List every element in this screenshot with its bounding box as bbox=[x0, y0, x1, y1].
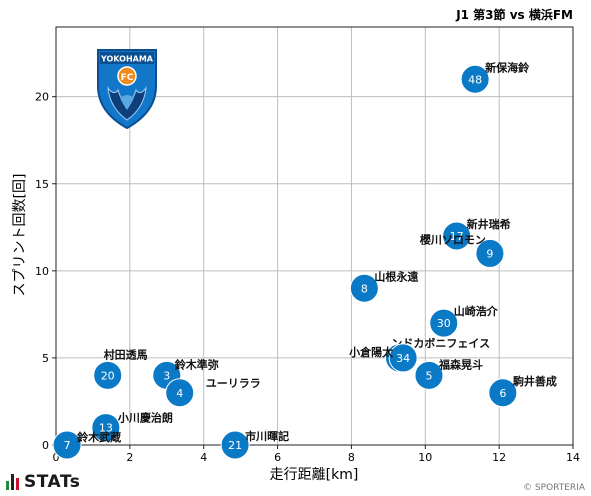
y-axis-label: スプリント回数[回] bbox=[12, 174, 28, 297]
point-number-label: 3 bbox=[163, 369, 170, 382]
data-point: 13 小川慶治朗 bbox=[91, 411, 173, 443]
emblem-badge: FC bbox=[121, 73, 134, 83]
fc-yokohama-crest-icon: YOKOHAMA FC bbox=[97, 49, 157, 130]
x-tick-label: 14 bbox=[566, 451, 580, 464]
y-tick-label: 20 bbox=[35, 91, 49, 104]
point-name-label: 市川暉記 bbox=[245, 429, 289, 443]
stats-bars-icon bbox=[6, 474, 19, 490]
point-marker bbox=[388, 343, 418, 373]
point-name-label: 小川慶治朗 bbox=[117, 411, 173, 425]
point-number-label: 30 bbox=[437, 317, 451, 330]
point-number-label: 6 bbox=[499, 387, 506, 400]
data-point: 5 福森晃斗 bbox=[414, 357, 483, 390]
point-number-label: 7 bbox=[64, 439, 71, 452]
point-number-label: 5 bbox=[425, 369, 432, 382]
data-point: 20 村田透馬 bbox=[93, 347, 148, 390]
point-marker bbox=[220, 430, 250, 460]
point-number-label: 17 bbox=[450, 230, 464, 243]
point-name-label: 櫻川ソロモン bbox=[419, 232, 486, 246]
team-emblem: YOKOHAMA FC bbox=[94, 46, 160, 134]
point-marker bbox=[442, 221, 472, 251]
data-points: 48新保海鈴17新井瑞希9櫻川ソロモン8山根永遠30山崎浩介3ンドカボニフェイス… bbox=[52, 60, 557, 460]
x-tick-label: 8 bbox=[348, 451, 355, 464]
point-name-label: 鈴木武蔵 bbox=[77, 430, 121, 444]
point-marker bbox=[165, 378, 195, 408]
axes: 0 2 4 6 8 10 12 14 0 5 10 15 20 bbox=[35, 26, 580, 464]
data-point: 4 ユーリララ bbox=[165, 377, 261, 408]
point-number-label: 13 bbox=[99, 422, 113, 435]
data-point: 7 鈴木武蔵 bbox=[52, 430, 121, 460]
point-number-label: 21 bbox=[228, 439, 242, 452]
grid-lines bbox=[56, 27, 573, 445]
point-name-label: 山根永遠 bbox=[374, 269, 418, 283]
x-tick-label: 10 bbox=[418, 451, 432, 464]
point-name-label: 山崎浩介 bbox=[454, 304, 499, 318]
point-name-label: 新保海鈴 bbox=[485, 60, 530, 74]
point-marker bbox=[349, 273, 379, 303]
point-name-label: ンドカボニフェイス bbox=[391, 336, 490, 350]
point-name-label: 鈴木準弥 bbox=[175, 357, 219, 371]
point-marker bbox=[475, 238, 505, 268]
chart-title: J1 第3節 vs 横浜FM bbox=[455, 7, 573, 22]
stats-logo: STATs bbox=[6, 471, 80, 493]
point-marker bbox=[93, 360, 123, 390]
data-point: 8 山根永遠 bbox=[349, 269, 418, 303]
emblem-text: YOKOHAMA bbox=[100, 55, 154, 64]
y-tick-label: 10 bbox=[35, 265, 49, 278]
point-name-label: 小倉陽太 bbox=[348, 345, 394, 359]
y-tick-label: 0 bbox=[42, 439, 49, 452]
x-tick-label: 6 bbox=[274, 451, 281, 464]
plot-frame bbox=[55, 26, 574, 446]
point-name-label: 駒井善成 bbox=[513, 374, 557, 388]
point-name-label: ユーリララ bbox=[206, 377, 261, 390]
point-name-label: 村田透馬 bbox=[104, 347, 148, 361]
y-tick-label: 5 bbox=[42, 352, 49, 365]
x-tick-label: 12 bbox=[492, 451, 506, 464]
data-point: 6 駒井善成 bbox=[488, 374, 557, 408]
copyright: © SPORTERIA bbox=[523, 483, 585, 493]
y-tick-label: 15 bbox=[35, 178, 49, 191]
point-number-label: 48 bbox=[468, 73, 482, 86]
point-marker bbox=[429, 308, 459, 338]
x-tick-label: 2 bbox=[126, 451, 133, 464]
point-marker bbox=[52, 430, 82, 460]
x-tick-label: 0 bbox=[53, 451, 60, 464]
point-name-label: 新井瑞希 bbox=[467, 217, 511, 231]
point-marker bbox=[488, 378, 518, 408]
point-number-label: 20 bbox=[101, 369, 115, 382]
stats-logo-text: STATs bbox=[24, 472, 81, 492]
point-number-label: 4 bbox=[176, 387, 183, 400]
point-marker bbox=[91, 413, 121, 443]
x-tick-label: 4 bbox=[200, 451, 207, 464]
x-axis-label: 走行距離[km] bbox=[270, 466, 359, 483]
point-marker bbox=[414, 360, 444, 390]
point-number-label: 9 bbox=[486, 247, 493, 260]
point-number-label: 8 bbox=[361, 282, 368, 295]
point-name-label: 福森晃斗 bbox=[438, 357, 483, 371]
point-number-label: 34 bbox=[396, 352, 410, 365]
point-marker bbox=[460, 64, 490, 94]
